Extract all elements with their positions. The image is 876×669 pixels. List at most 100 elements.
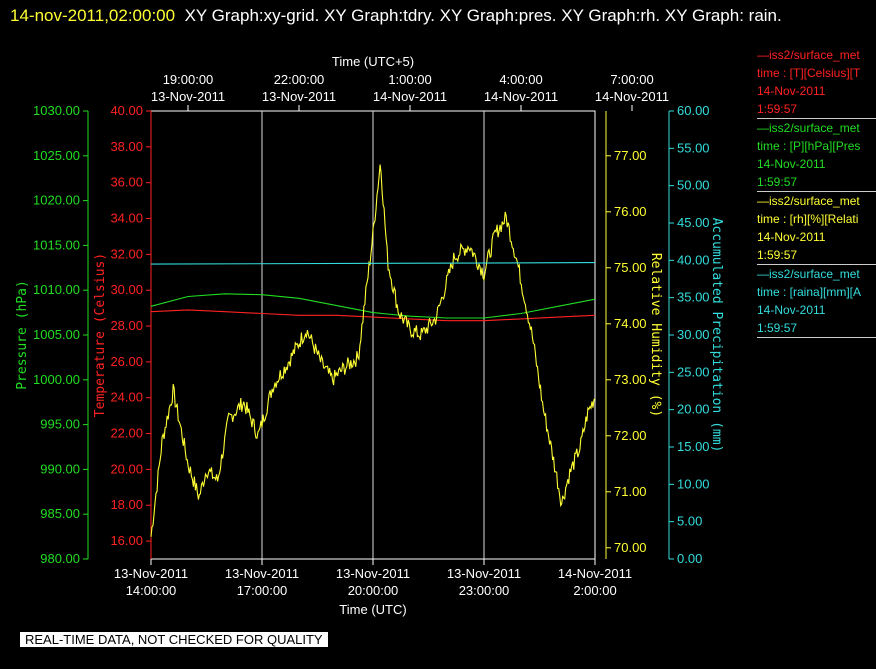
temp-tick-label: 24.00 xyxy=(110,390,143,405)
temp-tick-label: 36.00 xyxy=(110,175,143,190)
top-tick-time: 7:00:00 xyxy=(610,72,653,87)
rain-tick-label: 50.00 xyxy=(677,178,710,193)
legend-line4: 1:59:57 xyxy=(757,102,798,116)
temp-tick-label: 38.00 xyxy=(110,139,143,154)
rh-axis-label: Relative Humidity (%) xyxy=(648,253,663,417)
legend-line1: —iss2/surface_met xyxy=(757,48,860,62)
temp-tick-label: 22.00 xyxy=(110,426,143,441)
bottom-tick-date: 13-Nov-2011 xyxy=(336,566,410,581)
rh-tick-label: 76.00 xyxy=(614,204,647,219)
bottom-tick-time: 23:00:00 xyxy=(459,583,510,598)
quality-notice: REAL-TIME DATA, NOT CHECKED FOR QUALITY xyxy=(20,632,328,647)
top-tick-date: 13-Nov-2011 xyxy=(262,89,336,104)
rain-tick-label: 10.00 xyxy=(677,476,710,491)
bottom-tick-time: 14:00:00 xyxy=(126,583,177,598)
legend-line3: 14-Nov-2011 xyxy=(757,157,826,171)
pres-tick-label: 1000.00 xyxy=(33,372,80,387)
legend-line1: —iss2/surface_met xyxy=(757,267,860,281)
rain-tick-label: 20.00 xyxy=(677,402,710,417)
temp-tick-label: 30.00 xyxy=(110,282,143,297)
rain-tick-label: 40.00 xyxy=(677,252,710,267)
legend-line1: —iss2/surface_met xyxy=(757,194,860,208)
rh-tick-label: 72.00 xyxy=(614,428,647,443)
title-text: XY Graph:xy-grid. XY Graph:tdry. XY Grap… xyxy=(184,6,782,25)
rh-tick-label: 75.00 xyxy=(614,260,647,275)
temp-tick-label: 16.00 xyxy=(110,533,143,548)
timestamp: 14-nov-2011,02:00:00 xyxy=(10,6,176,25)
rain-tick-label: 0.00 xyxy=(677,551,702,566)
legend-line3: 14-Nov-2011 xyxy=(757,230,826,244)
rh-series-line xyxy=(150,164,596,537)
pres-tick-label: 1015.00 xyxy=(33,237,80,252)
rh-tick-label: 70.00 xyxy=(614,540,647,555)
rain-tick-label: 25.00 xyxy=(677,364,710,379)
bottom-tick-date: 13-Nov-2011 xyxy=(225,566,299,581)
rh-tick-label: 77.00 xyxy=(614,148,647,163)
rh-tick-label: 71.00 xyxy=(614,484,647,499)
bottom-tick-date: 14-Nov-2011 xyxy=(558,566,632,581)
bottom-tick-time: 17:00:00 xyxy=(237,583,288,598)
temp-tick-label: 18.00 xyxy=(110,497,143,512)
rh-tick-label: 74.00 xyxy=(614,316,647,331)
legend-line3: 14-Nov-2011 xyxy=(757,84,826,98)
pres-tick-label: 1005.00 xyxy=(33,327,80,342)
tdry-series-line xyxy=(150,309,596,322)
bottom-tick-time: 2:00:00 xyxy=(573,583,616,598)
top-tick-date: 14-Nov-2011 xyxy=(484,89,558,104)
legend-line4: 1:59:57 xyxy=(757,175,798,189)
pres-tick-label: 990.00 xyxy=(40,461,80,476)
x-top-label: Time (UTC+5) xyxy=(332,54,414,69)
legend-line2: time : [P][hPa][Pres xyxy=(757,139,861,153)
bottom-tick-time: 20:00:00 xyxy=(348,583,399,598)
temp-tick-label: 20.00 xyxy=(110,461,143,476)
rain-tick-label: 5.00 xyxy=(677,514,702,529)
pres-tick-label: 985.00 xyxy=(40,506,80,521)
pres-tick-label: 980.00 xyxy=(40,551,80,566)
temp-tick-label: 28.00 xyxy=(110,318,143,333)
temp-tick-label: 34.00 xyxy=(110,211,143,226)
top-tick-time: 4:00:00 xyxy=(499,72,542,87)
top-tick-date: 14-Nov-2011 xyxy=(595,89,669,104)
temp-axis-label: Temperature (Celsius) xyxy=(93,253,108,417)
top-tick-date: 14-Nov-2011 xyxy=(373,89,447,104)
legend: —iss2/surface_met time : [T][Celsius][T 14… xyxy=(757,46,876,338)
legend-line4: 1:59:57 xyxy=(757,248,798,262)
pres-tick-label: 1030.00 xyxy=(33,103,80,118)
top-tick-time: 1:00:00 xyxy=(388,72,431,87)
top-tick-time: 22:00:00 xyxy=(274,72,325,87)
legend-line1: —iss2/surface_met xyxy=(757,121,860,135)
rain-tick-label: 35.00 xyxy=(677,290,710,305)
legend-line4: 1:59:57 xyxy=(757,321,798,335)
legend-line2: time : [raina][mm][A xyxy=(757,285,862,299)
pres-axis-label: Pressure (hPa) xyxy=(15,280,30,390)
temp-tick-label: 32.00 xyxy=(110,246,143,261)
temp-tick-label: 26.00 xyxy=(110,354,143,369)
pres-tick-label: 1010.00 xyxy=(33,282,80,297)
rain-tick-label: 45.00 xyxy=(677,215,710,230)
pres-tick-label: 1025.00 xyxy=(33,148,80,163)
top-tick-date: 13-Nov-2011 xyxy=(151,89,225,104)
graph-title: 14-nov-2011,02:00:00 XY Graph:xy-grid. X… xyxy=(10,3,860,29)
x-bottom-label: Time (UTC) xyxy=(339,602,406,617)
top-tick-time: 19:00:00 xyxy=(163,72,214,87)
legend-line2: time : [T][Celsius][T xyxy=(757,66,861,80)
bottom-tick-date: 13-Nov-2011 xyxy=(447,566,521,581)
legend-line3: 14-Nov-2011 xyxy=(757,303,826,317)
rain-axis-label: Accumulated Precipitation (mm) xyxy=(709,218,724,453)
rain-series-line xyxy=(150,262,596,265)
rh-tick-label: 73.00 xyxy=(614,372,647,387)
rain-tick-label: 55.00 xyxy=(677,140,710,155)
pres-tick-label: 1020.00 xyxy=(33,193,80,208)
rain-tick-label: 15.00 xyxy=(677,439,710,454)
pres-tick-label: 995.00 xyxy=(40,417,80,432)
rain-tick-label: 60.00 xyxy=(677,103,710,118)
rain-tick-label: 30.00 xyxy=(677,327,710,342)
bottom-tick-date: 13-Nov-2011 xyxy=(114,566,188,581)
temp-tick-label: 40.00 xyxy=(110,103,143,118)
legend-line2: time : [rh][%][Relati xyxy=(757,212,859,226)
